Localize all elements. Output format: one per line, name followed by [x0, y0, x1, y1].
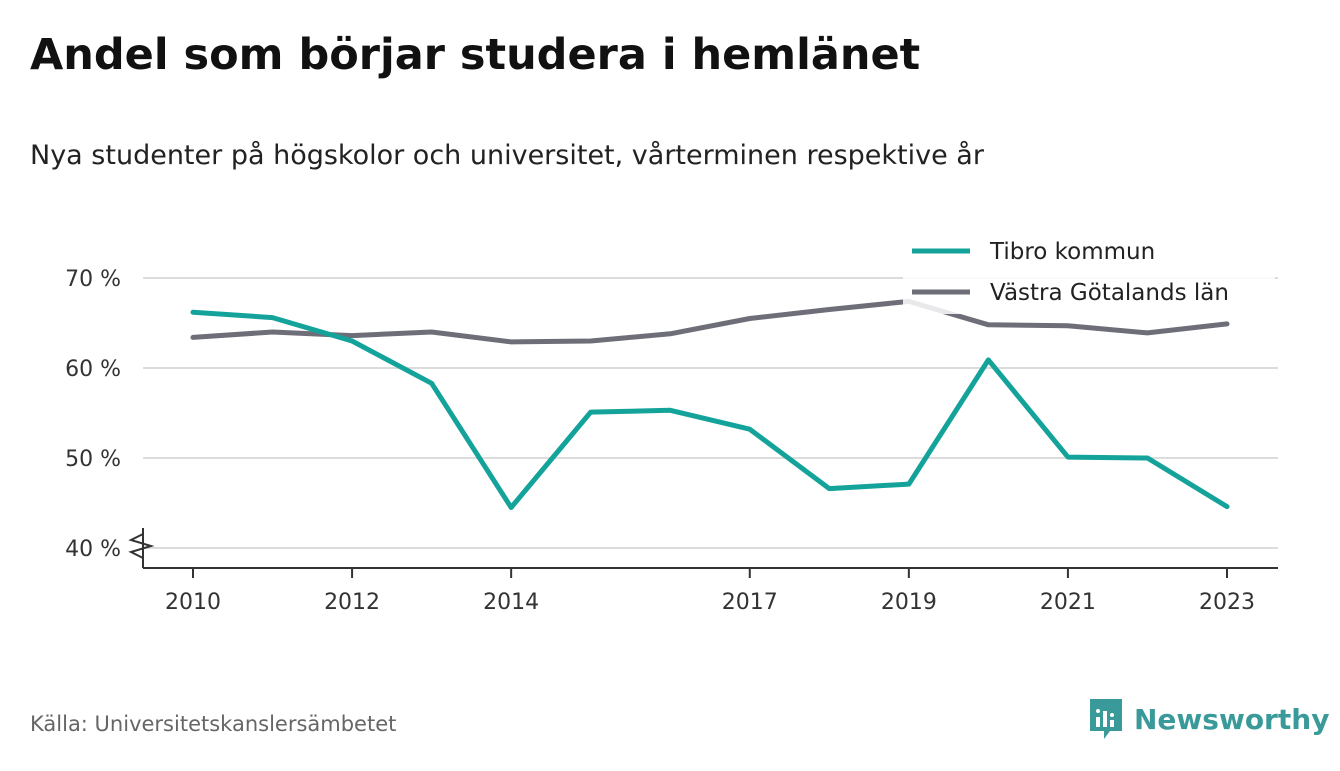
- y-tick-label: 40 %: [65, 537, 121, 562]
- y-tick-label: 50 %: [65, 447, 121, 472]
- legend-label: Tibro kommun: [989, 239, 1155, 265]
- axis-break-icon: [128, 533, 155, 559]
- x-tick-label: 2017: [722, 590, 778, 615]
- brand-name: Newsworthy: [1134, 702, 1330, 736]
- legend-background: [903, 232, 1275, 314]
- legend-label: Västra Götalands län: [990, 280, 1229, 306]
- x-tick-label: 2019: [881, 590, 937, 615]
- brand-logo[interactable]: Newsworthy: [1088, 697, 1329, 741]
- line-chart: 40 % 50 % 60 % 70 % 2010 2012 2014 2017 2019 2021…: [65, 232, 1278, 615]
- y-tick-label: 60 %: [65, 357, 121, 382]
- chart-title: Andel som börjar studera i hemlänet: [30, 30, 921, 80]
- x-tick-label: 2010: [165, 590, 221, 615]
- bar-chart-speech-bubble-icon: [1090, 699, 1122, 739]
- x-tick-label: 2014: [483, 590, 539, 615]
- x-tick-label: 2012: [324, 590, 380, 615]
- x-tick-label: 2023: [1199, 590, 1255, 615]
- y-tick-label: 70 %: [65, 267, 121, 292]
- source-note: Källa: Universitetskanslersämbetet: [30, 712, 397, 736]
- series-line-1: [190, 298, 1230, 345]
- x-tick-label: 2021: [1040, 590, 1096, 615]
- series-line-0: [190, 309, 1230, 510]
- chart-subtitle: Nya studenter på högskolor och universit…: [30, 140, 984, 171]
